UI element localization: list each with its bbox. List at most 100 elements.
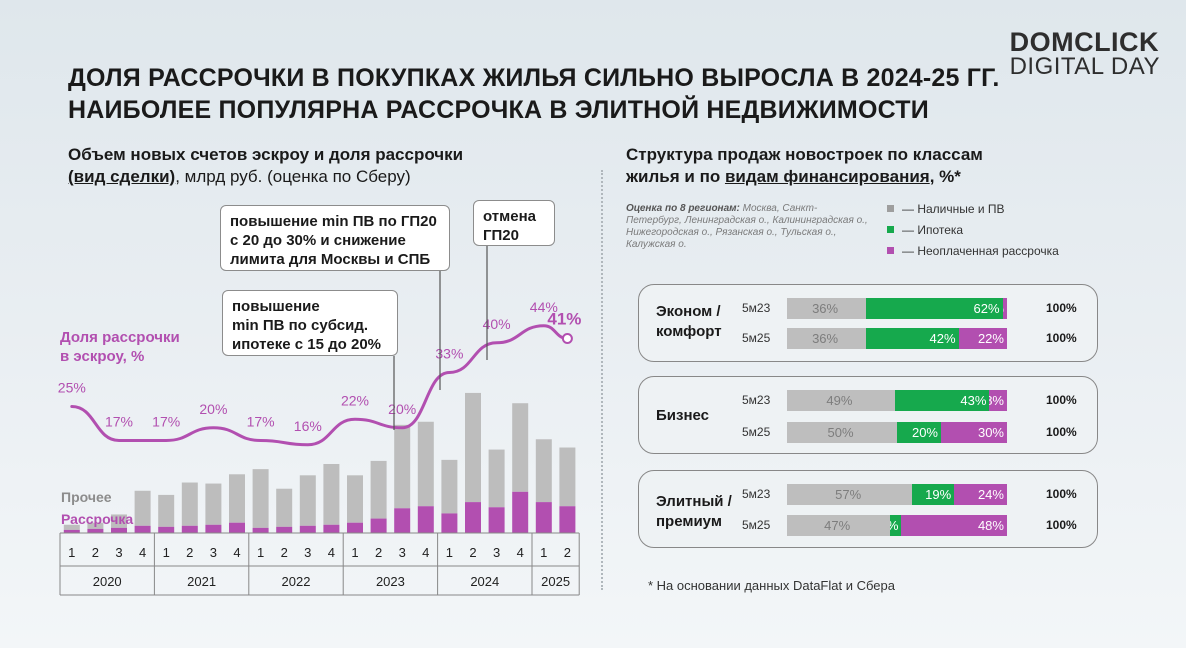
legend-cash-swatch	[887, 205, 894, 212]
quarter-tick-label: 4	[517, 545, 524, 560]
segment-cash: 49%	[787, 390, 895, 411]
share-data-label: 17%	[152, 414, 180, 430]
bar-installment	[299, 525, 316, 533]
bar-installment	[63, 529, 80, 533]
quarter-tick-label: 3	[493, 545, 500, 560]
share-data-label: 40%	[483, 316, 511, 332]
legend-mortgage: — Ипотека	[887, 219, 1059, 240]
segment-installment: 24%	[954, 484, 1007, 505]
legend-installment-unpaid: — Неоплаченная рассрочка	[887, 240, 1059, 261]
left-chart-subtitle: Объем новых счетов эскроу и доля рассроч…	[68, 144, 463, 188]
segment-cash: 36%	[787, 328, 867, 349]
segment-installment: 2%	[1002, 298, 1007, 319]
bar-other	[276, 488, 293, 527]
bar-installment	[488, 507, 505, 533]
bar-other	[394, 424, 411, 509]
segment-installment: 8%	[989, 390, 1007, 411]
row-total: 100%	[1046, 518, 1077, 532]
callout-gp20-cancel: отмена ГП20	[473, 200, 555, 246]
bar-other	[111, 514, 127, 528]
period-label: 5м25	[742, 518, 771, 532]
row-total: 100%	[1046, 425, 1077, 439]
financing-bar: 49%43%8%	[787, 390, 1007, 411]
quarter-tick-label: 1	[446, 545, 453, 560]
bar-other	[559, 447, 576, 507]
bar-installment	[158, 526, 175, 533]
segment-cash: 57%	[787, 484, 913, 505]
bar-other	[87, 522, 104, 529]
quarter-tick-label: 4	[139, 545, 146, 560]
bar-installment	[394, 508, 411, 533]
share-data-label: 33%	[435, 346, 463, 362]
financing-bar: 36% 42% 22%	[787, 328, 1007, 349]
bar-other	[63, 524, 80, 530]
quarter-tick-label: 3	[115, 545, 122, 560]
bar-installment	[370, 518, 387, 533]
left-subtitle-line1: Объем новых счетов эскроу и доля рассроч…	[68, 145, 464, 164]
bar-other	[205, 483, 222, 525]
bar-installment	[87, 528, 104, 533]
title-line1: ДОЛЯ РАССРОЧКИ В ПОКУПКАХ ЖИЛЬЯ СИЛЬНО В…	[68, 64, 1000, 92]
quarter-tick-label: 2	[564, 545, 571, 560]
segment-mortgage: 5%	[890, 515, 902, 536]
financing-bar: 36%62%2%	[787, 298, 1007, 319]
quarter-tick-label: 3	[399, 545, 406, 560]
share-data-label: 17%	[247, 414, 275, 430]
quarter-tick-label: 2	[186, 545, 193, 560]
domclick-logo: DOMCLICK DIGITAL DAY	[1009, 29, 1160, 80]
bar-other	[323, 463, 340, 525]
bar-other	[488, 449, 505, 508]
title-line2: НАИБОЛЕЕ ПОПУЛЯРНА РАССРОЧКА В ЭЛИТНОЙ Н…	[68, 96, 929, 124]
callout-gp20-limit: повышение min ПВ по ГП20 с 20 до 30% и с…	[220, 205, 450, 271]
bar-other	[252, 469, 269, 528]
segment-mortgage: 62%	[866, 298, 1003, 319]
bar-installment	[465, 502, 481, 533]
group-economy	[638, 284, 1098, 362]
class-business-label: Бизнес	[656, 407, 710, 424]
financing-bar: 50% 20% 30%	[787, 422, 1007, 443]
year-label: 2022	[282, 574, 311, 589]
class-elite-label: Элитный / премиум	[656, 493, 732, 530]
row-total: 100%	[1046, 331, 1077, 345]
footnote: * На основании данных DataFlat и Сбера	[648, 578, 895, 593]
bar-installment	[229, 522, 245, 533]
quarter-tick-label: 3	[210, 545, 217, 560]
legend-other: Прочее	[61, 489, 112, 505]
quarter-tick-label: 3	[304, 545, 311, 560]
bar-installment	[512, 491, 529, 533]
share-data-label: 44%	[530, 299, 558, 315]
bar-installment	[181, 525, 198, 533]
bar-other	[535, 439, 552, 503]
quarter-tick-label: 2	[469, 545, 476, 560]
year-label: 2020	[93, 574, 122, 589]
segment-mortgage: 19%	[912, 484, 955, 505]
segment-installment: 22%	[958, 328, 1007, 349]
bar-other	[299, 475, 316, 526]
quarter-tick-label: 2	[281, 545, 288, 560]
segment-installment: 30%	[941, 422, 1007, 443]
year-label: 2021	[187, 574, 216, 589]
period-label: 5м25	[742, 425, 771, 439]
bar-installment	[559, 506, 576, 533]
legend-installment-swatch	[887, 247, 894, 254]
period-label: 5м23	[742, 301, 771, 315]
bar-installment	[323, 524, 340, 533]
financing-legend: — Наличные и ПВ — Ипотека — Неоплаченная…	[887, 198, 1059, 261]
bar-installment	[111, 527, 127, 533]
bar-installment	[252, 527, 269, 533]
share-data-label: 20%	[199, 401, 227, 417]
quarter-tick-label: 2	[92, 545, 99, 560]
bar-installment	[417, 506, 434, 533]
legend-mortgage-swatch	[887, 226, 894, 233]
share-data-label: 16%	[294, 418, 322, 434]
bar-other	[465, 392, 481, 503]
quarter-tick-label: 2	[375, 545, 382, 560]
year-label: 2023	[376, 574, 405, 589]
quarter-tick-label: 4	[422, 545, 429, 560]
share-line-endpoint	[561, 333, 573, 344]
share-line	[70, 324, 569, 447]
panel-divider	[601, 170, 603, 590]
logo-line2: DIGITAL DAY	[1009, 53, 1160, 80]
year-label: 2025	[541, 574, 570, 589]
